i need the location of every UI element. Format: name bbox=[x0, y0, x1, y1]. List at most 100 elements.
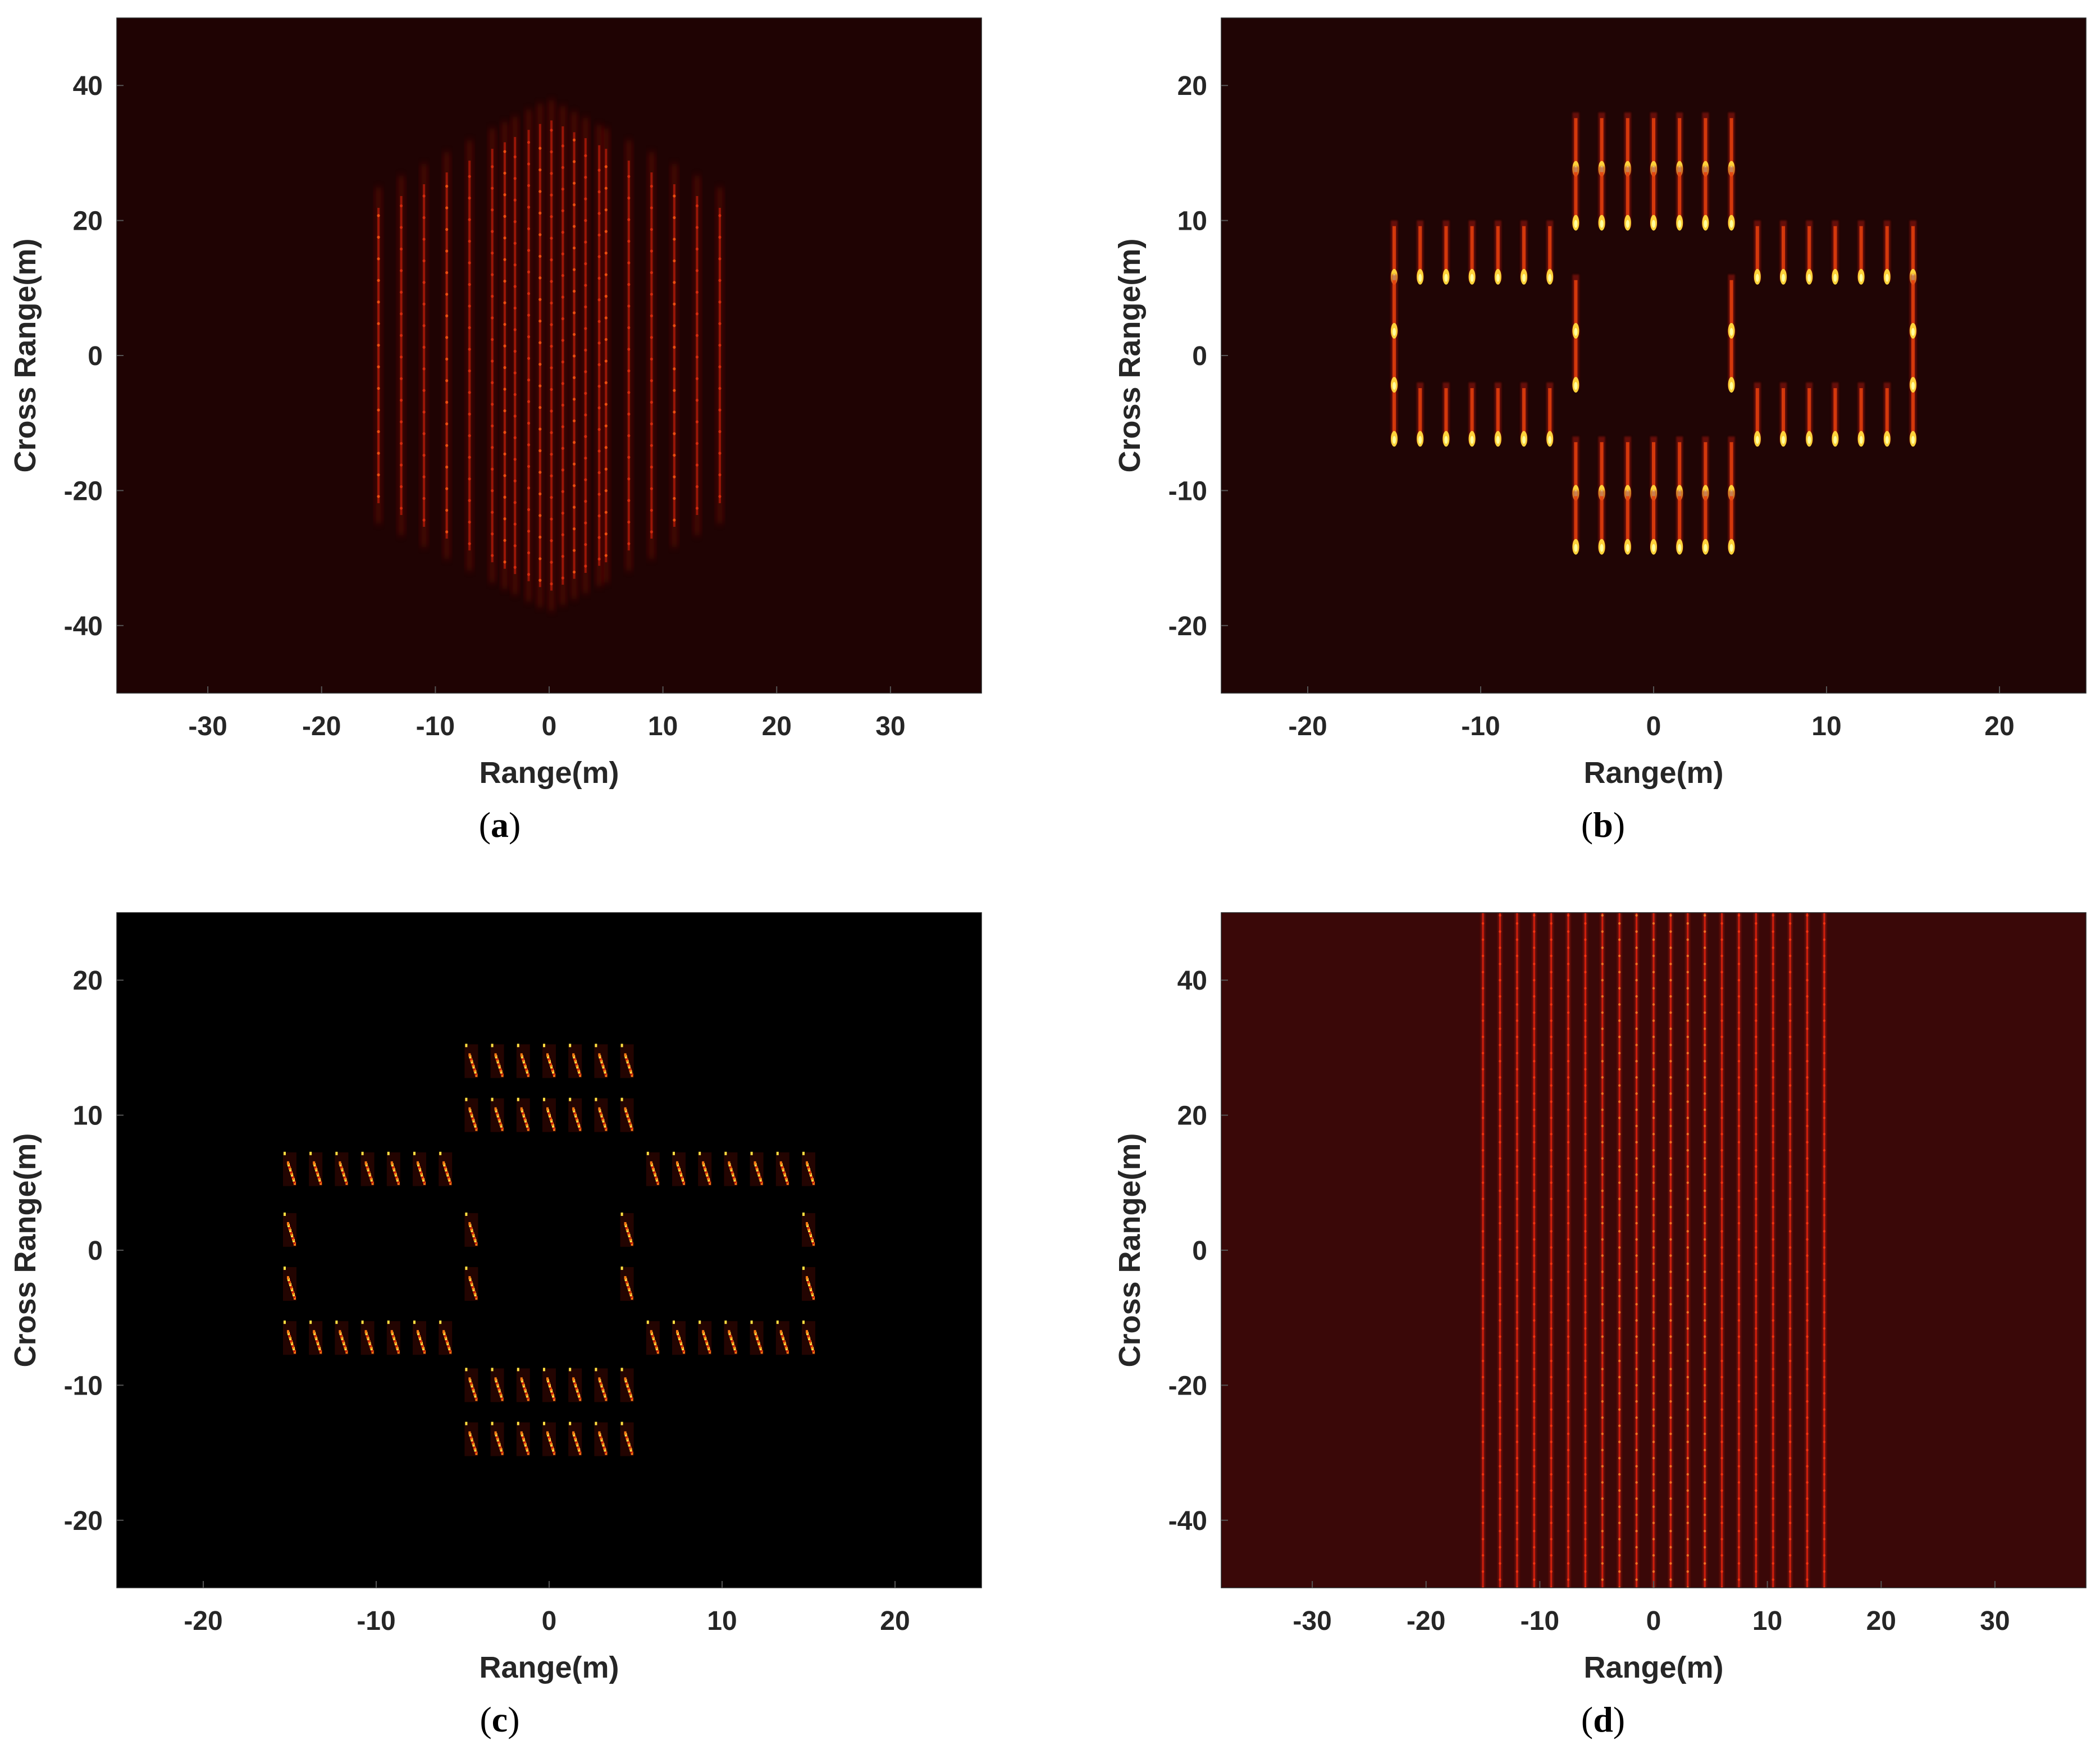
point-target bbox=[672, 1320, 686, 1355]
x-tick-label: 10 bbox=[1752, 1606, 1782, 1636]
streak bbox=[671, 163, 677, 548]
point-target bbox=[1676, 166, 1683, 231]
point-target bbox=[1728, 166, 1735, 231]
point-target bbox=[568, 1044, 582, 1078]
point-target bbox=[568, 1097, 582, 1132]
point-target bbox=[1650, 166, 1657, 231]
point-target bbox=[1442, 220, 1450, 285]
range-line bbox=[1634, 913, 1639, 1588]
point-target bbox=[1468, 382, 1476, 447]
point-target bbox=[542, 1368, 556, 1402]
point-target bbox=[1910, 274, 1916, 339]
panel-caption: (a) bbox=[479, 805, 521, 845]
x-axis-label: Range(m) bbox=[1583, 756, 1723, 790]
streak bbox=[526, 110, 532, 602]
point-target bbox=[283, 1320, 296, 1355]
y-tick-label: 40 bbox=[73, 71, 103, 101]
range-line bbox=[1600, 913, 1605, 1588]
point-target bbox=[594, 1422, 608, 1456]
range-line bbox=[1514, 913, 1519, 1588]
point-target bbox=[413, 1151, 426, 1186]
point-target bbox=[1857, 220, 1865, 285]
point-target bbox=[1806, 220, 1813, 285]
range-line bbox=[1532, 913, 1537, 1588]
point-target bbox=[1910, 382, 1916, 447]
image-layer bbox=[283, 1044, 815, 1456]
y-tick-label: 20 bbox=[1177, 1101, 1207, 1131]
y-axis-label: Cross Range(m) bbox=[1113, 238, 1147, 472]
y-tick-label: 20 bbox=[73, 966, 103, 996]
point-target bbox=[802, 1266, 815, 1301]
point-target bbox=[802, 1212, 815, 1247]
x-tick-label: -10 bbox=[1461, 712, 1500, 741]
point-target bbox=[775, 1320, 789, 1355]
point-target bbox=[646, 1320, 660, 1355]
image-layer bbox=[376, 100, 723, 611]
panel-caption: (c) bbox=[480, 1700, 519, 1739]
point-target bbox=[1494, 220, 1501, 285]
range-line bbox=[1821, 913, 1827, 1588]
x-tick-label: 0 bbox=[542, 1606, 557, 1636]
streak bbox=[716, 188, 723, 523]
range-line bbox=[1754, 913, 1759, 1588]
y-tick-label: -20 bbox=[64, 1506, 103, 1536]
streak bbox=[596, 125, 602, 586]
y-tick-label: 20 bbox=[1177, 71, 1207, 101]
point-target bbox=[620, 1212, 634, 1247]
x-axis-label: Range(m) bbox=[479, 756, 619, 790]
x-tick-label: -20 bbox=[1407, 1606, 1445, 1636]
point-target bbox=[542, 1422, 556, 1456]
streak bbox=[549, 100, 555, 611]
panel-caption: (d) bbox=[1581, 1700, 1625, 1739]
point-target bbox=[1521, 220, 1527, 285]
point-target bbox=[386, 1151, 400, 1186]
point-target bbox=[413, 1320, 426, 1355]
point-target bbox=[360, 1320, 375, 1355]
point-target bbox=[1780, 220, 1787, 285]
y-tick-label: 0 bbox=[88, 341, 103, 371]
x-tick-label: 0 bbox=[1646, 1606, 1661, 1636]
streak bbox=[376, 188, 382, 523]
streak bbox=[512, 116, 518, 595]
x-tick-label: -20 bbox=[184, 1606, 222, 1636]
chart-panel-b: -20 -10 0 10 20 20 10 0 -10 -20 Range(m) Cross Rang… bbox=[1113, 17, 2087, 845]
point-target bbox=[620, 1266, 634, 1301]
point-target bbox=[283, 1266, 296, 1301]
y-tick-label: -10 bbox=[64, 1371, 103, 1401]
point-target bbox=[594, 1368, 608, 1402]
point-target bbox=[283, 1151, 296, 1186]
panel-caption: (b) bbox=[1581, 805, 1625, 845]
x-tick-label: 0 bbox=[542, 712, 557, 741]
point-target bbox=[1806, 382, 1813, 447]
y-tick-label: 10 bbox=[1177, 207, 1207, 236]
point-target bbox=[335, 1320, 349, 1355]
x-tick-label: -30 bbox=[1293, 1606, 1331, 1636]
range-line bbox=[1617, 913, 1622, 1588]
point-target bbox=[724, 1320, 738, 1355]
point-target bbox=[775, 1151, 789, 1186]
point-target bbox=[1572, 274, 1579, 339]
point-target bbox=[360, 1151, 375, 1186]
point-target bbox=[1494, 382, 1501, 447]
point-target bbox=[1598, 490, 1605, 555]
x-tick-label: 10 bbox=[648, 712, 678, 741]
y-tick-label: 10 bbox=[73, 1101, 103, 1131]
point-target bbox=[1676, 490, 1683, 555]
point-target bbox=[283, 1212, 296, 1247]
x-tick-label: -20 bbox=[1288, 712, 1327, 741]
x-tick-label: 30 bbox=[1980, 1606, 2010, 1636]
point-target bbox=[490, 1097, 504, 1132]
x-tick-label: 0 bbox=[1646, 712, 1661, 741]
point-target bbox=[1728, 328, 1735, 393]
range-line bbox=[1788, 913, 1793, 1588]
point-target bbox=[516, 1422, 530, 1456]
range-line bbox=[1736, 913, 1741, 1588]
point-target bbox=[620, 1368, 634, 1402]
point-target bbox=[1442, 382, 1450, 447]
streak bbox=[501, 122, 508, 589]
point-target bbox=[516, 1097, 530, 1132]
point-target bbox=[750, 1320, 764, 1355]
point-target bbox=[646, 1151, 660, 1186]
x-tick-label: 20 bbox=[1866, 1606, 1896, 1636]
